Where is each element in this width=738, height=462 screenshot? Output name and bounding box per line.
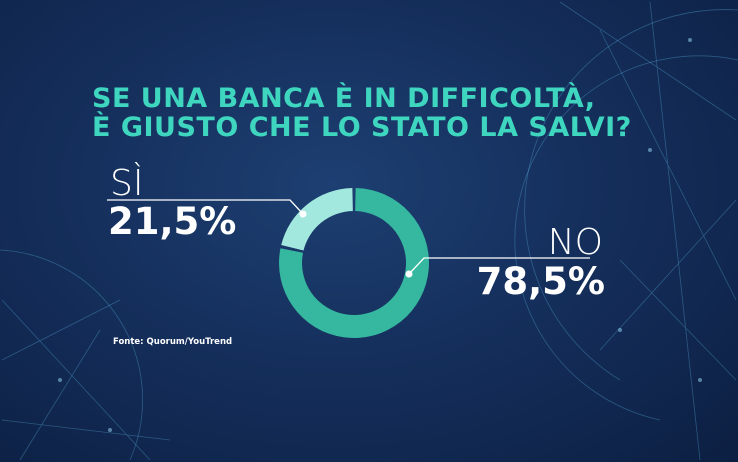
chart-title-line-2: È GIUSTO CHE LO STATO LA SALVI? [92, 112, 632, 143]
slice-label-no: NO [547, 222, 603, 263]
donut-slice-no [279, 188, 430, 338]
data-label-si: 21,5% [108, 200, 237, 243]
leader-line-si [107, 199, 304, 215]
leader-dot-si [299, 210, 307, 218]
slice-label-si: SÌ [110, 163, 144, 204]
chart-title: SE UNA BANCA È IN DIFFICOLTÀ, È GIUSTO C… [92, 84, 632, 142]
leader-dot-no [405, 270, 413, 278]
leader-line-no [408, 257, 590, 275]
chart-title-line-1: SE UNA BANCA È IN DIFFICOLTÀ, [92, 83, 596, 114]
data-label-no: 78,5% [476, 260, 605, 303]
donut-slice-si [281, 188, 353, 251]
source-note: Fonte: Quorum/YouTrend [113, 337, 233, 347]
